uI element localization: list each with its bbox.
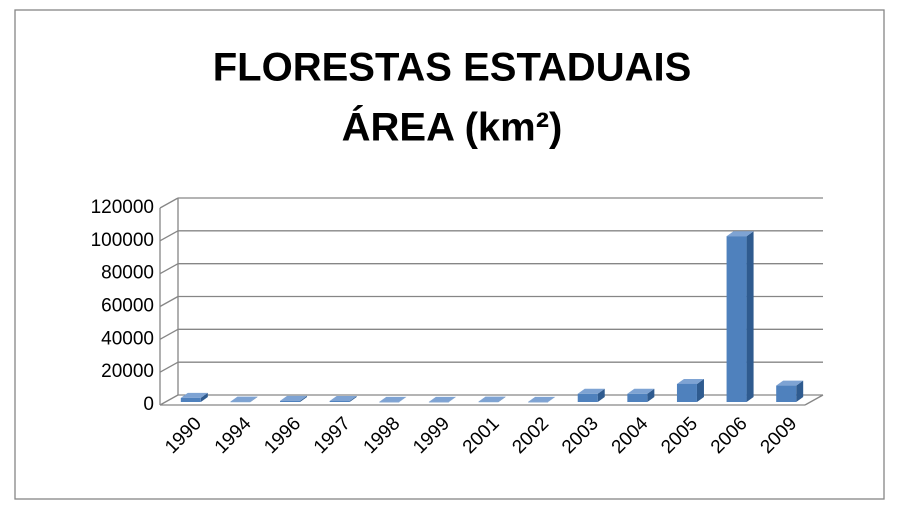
grid-line-side bbox=[159, 263, 179, 275]
bar bbox=[379, 401, 400, 403]
bar bbox=[676, 383, 697, 402]
bar-side bbox=[796, 380, 804, 402]
bar-top bbox=[776, 380, 804, 386]
bar-side bbox=[548, 396, 556, 402]
bar-top bbox=[577, 388, 605, 394]
bar-side bbox=[200, 392, 208, 402]
bar bbox=[577, 393, 598, 402]
bar-top bbox=[280, 395, 308, 401]
y-tick-label: 100000 bbox=[91, 230, 154, 251]
grid-line-side bbox=[159, 197, 179, 209]
grid-line-side bbox=[159, 328, 179, 340]
bar-top bbox=[627, 388, 655, 394]
grid-line-side bbox=[159, 394, 179, 406]
bar-side bbox=[300, 395, 308, 402]
bar-top bbox=[528, 396, 556, 402]
grid-line-side bbox=[159, 230, 179, 242]
bar-top bbox=[180, 392, 208, 398]
bar-top bbox=[726, 231, 754, 237]
bar bbox=[329, 401, 350, 402]
bar-top bbox=[379, 396, 407, 402]
bar-side bbox=[647, 388, 655, 402]
bar bbox=[428, 401, 449, 403]
bar-side bbox=[250, 396, 258, 402]
floor-right bbox=[804, 394, 824, 406]
bar-side bbox=[746, 231, 754, 402]
grid-line-side bbox=[159, 361, 179, 373]
bar bbox=[726, 236, 747, 402]
bar-side bbox=[399, 396, 407, 402]
bar-top bbox=[478, 396, 506, 402]
bar-top bbox=[230, 396, 258, 402]
bar-side bbox=[498, 396, 506, 402]
bar bbox=[776, 385, 797, 402]
y-tick-label: 80000 bbox=[101, 263, 154, 284]
bar bbox=[478, 401, 499, 403]
bar bbox=[180, 397, 201, 402]
bar bbox=[627, 393, 648, 402]
y-tick-label: 60000 bbox=[101, 296, 154, 317]
bar bbox=[230, 401, 251, 403]
bar-side bbox=[349, 396, 357, 402]
bar-top bbox=[329, 396, 357, 402]
y-tick-label: 20000 bbox=[101, 361, 154, 382]
bar-top bbox=[428, 396, 456, 402]
chart-subtitle: ÁREA (km²) bbox=[342, 105, 563, 150]
bar-top bbox=[676, 378, 704, 384]
y-tick-label: 120000 bbox=[91, 197, 154, 218]
y-tick-label: 40000 bbox=[101, 328, 154, 349]
chart-title: FLORESTAS ESTADUAIS bbox=[213, 46, 692, 90]
y-tick-label: 0 bbox=[143, 394, 154, 415]
bar-side bbox=[448, 396, 456, 402]
bar bbox=[280, 400, 301, 402]
grid-line-side bbox=[159, 295, 179, 308]
bar-side bbox=[696, 378, 704, 402]
bar-side bbox=[597, 388, 605, 402]
bar bbox=[528, 401, 549, 403]
